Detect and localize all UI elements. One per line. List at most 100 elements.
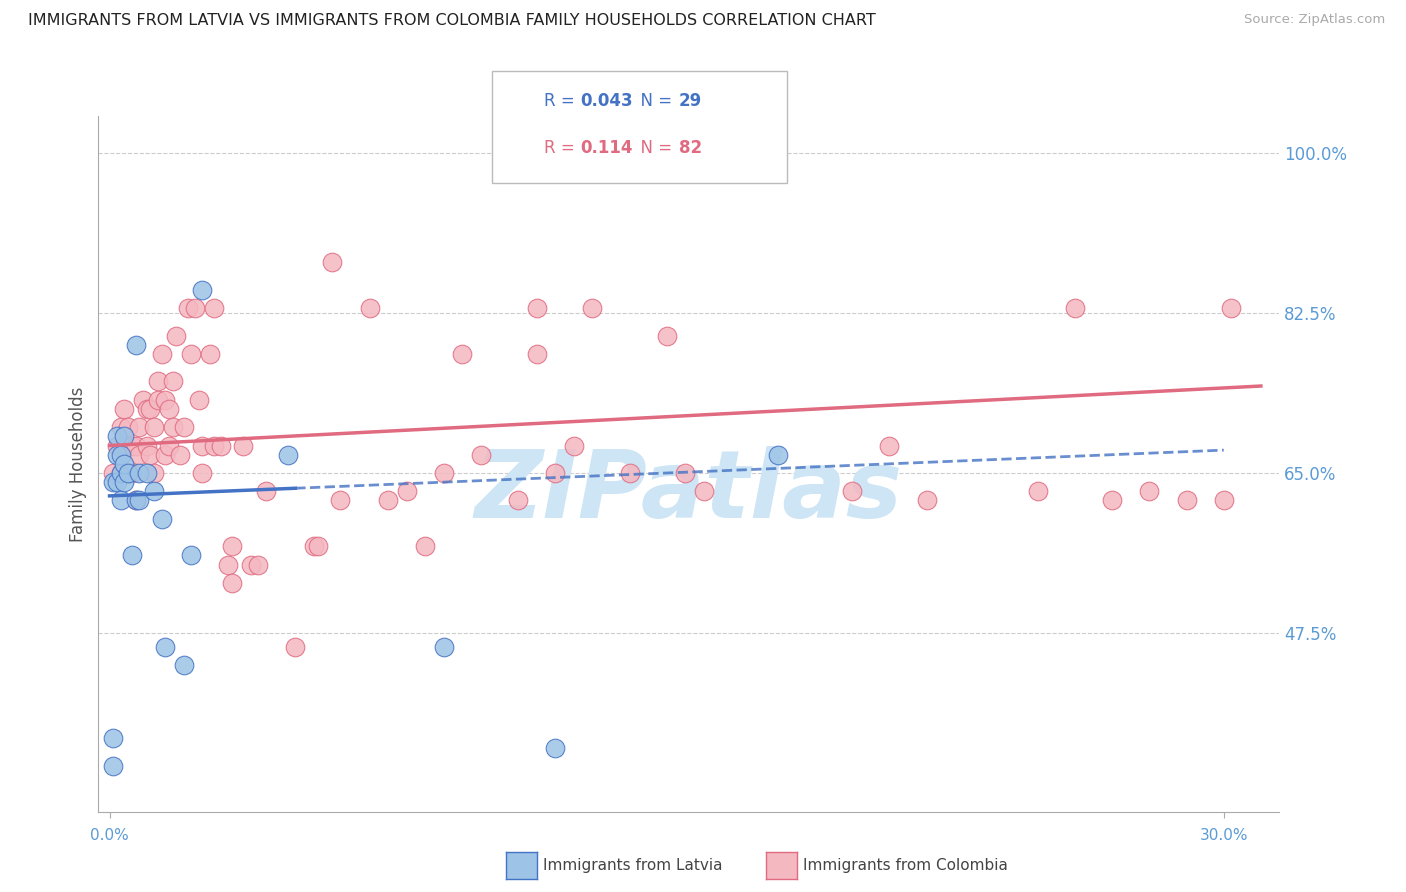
Point [135,401,157,416]
Point [128,493,150,508]
Point [232,438,254,452]
Point [128,466,150,480]
Point [139,401,162,416]
Point [581,301,603,316]
Point [150,347,173,361]
Text: 30.0%: 30.0% [1199,828,1249,843]
Text: 29: 29 [679,92,703,110]
Point [157,401,180,416]
Point [124,493,146,508]
Point [132,392,155,407]
Point [915,493,938,508]
Point [841,484,863,499]
Text: Immigrants from Latvia: Immigrants from Latvia [543,858,723,872]
Point [146,375,169,389]
Text: 82: 82 [679,139,702,157]
Point [124,338,146,352]
Point [121,466,143,480]
Point [221,539,243,553]
Point [155,392,177,407]
Point [1101,493,1123,508]
Point [451,347,474,361]
Point [1026,484,1049,499]
Point [209,438,232,452]
Point [121,549,143,563]
Point [143,466,166,480]
Point [162,375,184,389]
Point [377,493,399,508]
Point [191,466,214,480]
Point [217,558,239,572]
Point [526,347,548,361]
Point [562,438,585,452]
Point [139,448,162,462]
Point [112,401,135,416]
Point [191,283,214,297]
Point [169,448,191,462]
Point [124,438,146,452]
Point [112,475,135,490]
Point [879,438,901,452]
Point [124,493,146,508]
Point [110,420,132,434]
Point [1220,301,1243,316]
Point [544,466,567,480]
Point [526,301,548,316]
Point [110,493,132,508]
Point [191,438,214,452]
Point [128,420,150,434]
Point [103,475,125,490]
Text: 0.114: 0.114 [581,139,633,157]
Point [121,438,143,452]
Point [198,347,221,361]
Point [544,740,567,755]
Point [766,448,789,462]
Point [112,438,135,452]
Point [619,466,641,480]
Point [247,558,270,572]
Point [302,539,325,553]
Point [110,448,132,462]
Point [146,392,169,407]
Point [176,301,198,316]
Point [655,328,678,343]
Point [307,539,329,553]
Point [117,466,139,480]
Point [103,759,125,773]
Point [239,558,262,572]
Point [103,466,125,480]
Point [673,466,696,480]
Point [117,466,139,480]
Point [359,301,381,316]
Point [165,328,187,343]
Text: 0.0%: 0.0% [90,828,129,843]
Point [187,392,209,407]
Point [433,640,456,654]
Point [221,575,243,590]
Point [413,539,436,553]
Text: R =: R = [544,139,585,157]
Point [277,448,299,462]
Point [1175,493,1198,508]
Point [433,466,456,480]
Point [180,549,202,563]
Point [143,420,166,434]
Point [506,493,529,508]
Point [395,484,418,499]
Point [155,448,177,462]
Point [105,438,128,452]
Point [110,466,132,480]
Point [105,448,128,462]
Point [173,658,195,673]
Text: N =: N = [630,92,678,110]
Point [202,301,225,316]
Point [173,420,195,434]
Point [105,475,128,490]
Text: IMMIGRANTS FROM LATVIA VS IMMIGRANTS FROM COLOMBIA FAMILY HOUSEHOLDS CORRELATION: IMMIGRANTS FROM LATVIA VS IMMIGRANTS FRO… [28,13,876,29]
Text: Source: ZipAtlas.com: Source: ZipAtlas.com [1244,13,1385,27]
Point [157,438,180,452]
Text: Immigrants from Colombia: Immigrants from Colombia [803,858,1008,872]
Point [180,347,202,361]
Text: ZIPatlas: ZIPatlas [475,446,903,538]
Point [135,466,157,480]
